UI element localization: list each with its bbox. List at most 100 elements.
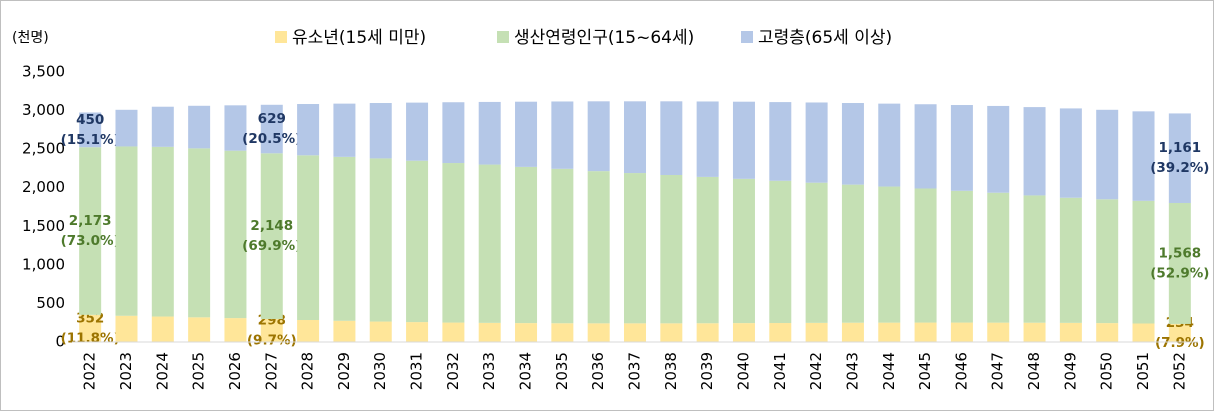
bar-segment <box>1168 323 1191 342</box>
bar-segment <box>515 323 538 342</box>
bar-segment <box>624 173 646 324</box>
x-tick-label: 2036 <box>589 352 607 390</box>
x-tick-label: 2038 <box>662 352 680 390</box>
bar-segment <box>950 190 973 323</box>
bar-segment <box>79 147 102 315</box>
bar-segment <box>442 163 465 323</box>
bar-segment <box>188 105 211 149</box>
legend-swatch <box>497 31 509 43</box>
data-label-line: (20.5%) <box>242 131 301 147</box>
bar-segment <box>551 101 574 169</box>
x-tick-label: 2040 <box>734 352 752 390</box>
x-tick-label: 2046 <box>952 352 970 390</box>
x-tick-label: 2045 <box>916 352 934 390</box>
bar-segment <box>732 323 755 342</box>
bar-segment <box>369 158 392 322</box>
bar-segment <box>515 101 538 167</box>
data-label-line: (39.2%) <box>1150 160 1209 176</box>
y-axis-label: (천명) <box>12 30 49 46</box>
y-tick-label: 3,000 <box>22 101 65 119</box>
bar-segment <box>260 153 283 320</box>
bar-segment <box>1132 111 1155 201</box>
bar-segment <box>1096 323 1119 342</box>
data-label: 1,568 (52.9%) <box>1150 245 1209 281</box>
data-label-line: 2,148 <box>250 218 293 234</box>
bar-segment <box>260 319 283 342</box>
bar-segment <box>587 171 610 324</box>
x-tick-label: 2043 <box>843 352 861 390</box>
bar-segment <box>587 323 610 342</box>
x-tick-label: 2052 <box>1170 352 1188 390</box>
bar-segment <box>732 178 755 324</box>
bar-segment <box>624 323 646 342</box>
bar-segment <box>878 186 901 323</box>
x-tick-label: 2028 <box>299 352 317 390</box>
bar-segment <box>478 164 501 323</box>
bar-segment <box>1023 322 1046 342</box>
bar-segment <box>1132 323 1155 342</box>
bar-segment <box>950 105 973 191</box>
bar-segment <box>696 101 719 177</box>
x-tick-label: 2027 <box>262 352 280 390</box>
legend-swatch <box>275 31 287 43</box>
bar-segment <box>442 102 465 164</box>
data-label: 1,161 (39.2%) <box>1150 140 1209 176</box>
bar-segment <box>1096 199 1119 324</box>
x-tick-label: 2037 <box>626 352 644 390</box>
bar-segment <box>805 322 828 342</box>
x-tick-label: 2031 <box>408 352 426 390</box>
bar-segment <box>1059 322 1082 342</box>
y-tick-label: 500 <box>36 294 65 312</box>
x-tick-label: 2026 <box>226 352 244 390</box>
bar-segment <box>987 192 1010 323</box>
bar-segment <box>297 155 320 321</box>
bar-segment <box>151 106 174 147</box>
x-tick-label: 2033 <box>480 352 498 390</box>
bar-segment <box>950 322 973 342</box>
data-label-line: (15.1%) <box>61 132 120 148</box>
bar-segment <box>442 322 465 342</box>
x-tick-label: 2032 <box>444 352 462 390</box>
bar-segment <box>987 322 1010 342</box>
legend-label: 생산연령인구(15~64세) <box>514 28 694 48</box>
bar-segment <box>551 168 574 324</box>
bar-segment <box>260 104 283 154</box>
x-tick-label: 2044 <box>880 352 898 390</box>
legend-swatch <box>741 31 753 43</box>
bar-segment <box>1132 200 1155 324</box>
x-tick-label: 2048 <box>1025 352 1043 390</box>
bar-segment <box>478 101 501 165</box>
legend-label: 유소년(15세 미만) <box>292 28 426 48</box>
bar-segment <box>914 104 937 189</box>
bar-segment <box>624 101 646 174</box>
bar-segment <box>696 323 719 342</box>
y-tick-label: 2,500 <box>22 140 65 158</box>
bar-segment <box>406 322 429 342</box>
bar-segment <box>151 146 174 317</box>
bar-segment <box>1023 107 1046 196</box>
x-tick-label: 2022 <box>81 352 99 390</box>
bar-segment <box>805 182 828 323</box>
bar-segment <box>878 322 901 342</box>
x-tick-label: 2025 <box>190 352 208 390</box>
data-label-line: 450 <box>76 112 104 128</box>
x-tick-label: 2029 <box>335 352 353 390</box>
bar-segment <box>769 102 792 181</box>
bar-segment <box>660 323 683 342</box>
bar-segment <box>732 101 755 179</box>
bar-segment <box>1023 195 1046 323</box>
bar-segment <box>515 166 538 324</box>
x-tick-label: 2047 <box>989 352 1007 390</box>
bar-segment <box>188 317 211 342</box>
x-tick-label: 2049 <box>1061 352 1079 390</box>
bar-segment <box>297 104 320 156</box>
data-label-line: 629 <box>258 111 286 127</box>
bar-segment <box>369 103 392 159</box>
bar-segment <box>224 150 247 319</box>
bar-segment <box>660 174 683 324</box>
x-tick-label: 2051 <box>1134 352 1152 390</box>
data-label-line: 2,173 <box>69 213 112 229</box>
bar-segment <box>841 322 864 342</box>
bar-segment <box>1059 197 1082 323</box>
